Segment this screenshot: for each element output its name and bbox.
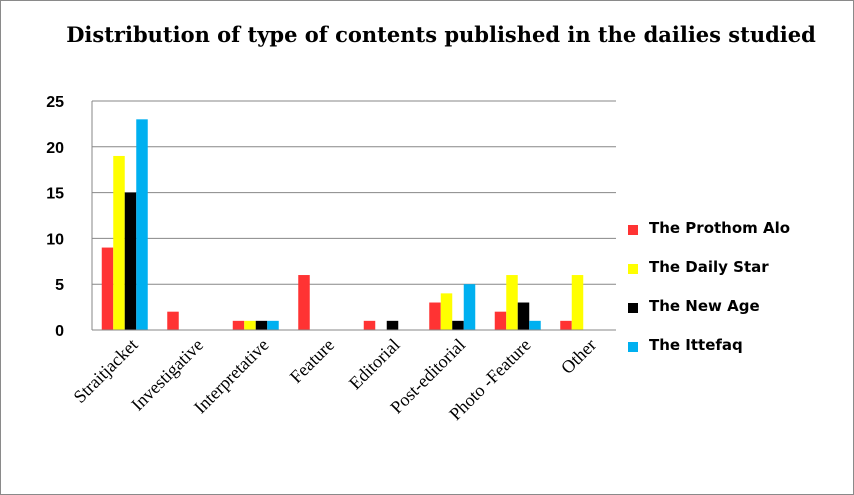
bar: [101, 247, 114, 330]
legend-label: The Prothom Alo: [649, 219, 791, 237]
bar: [244, 320, 256, 330]
axes: [91, 101, 616, 331]
bar: [463, 284, 476, 330]
y-axis-ticks: 0 5 10 15 20 25: [46, 94, 64, 340]
bar: [298, 275, 310, 330]
y-tick-label: 25: [46, 94, 64, 111]
legend-item: The Ittefaq: [628, 329, 852, 368]
bar: [571, 275, 584, 330]
y-tick-label: 0: [55, 323, 64, 340]
bar: [560, 320, 572, 330]
bar: [167, 311, 179, 330]
x-tick-label: Feature: [286, 335, 338, 387]
bar: [529, 320, 541, 330]
bar: [136, 119, 148, 330]
bar: [506, 275, 518, 330]
legend-item: The New Age: [628, 290, 852, 329]
bar: [255, 320, 268, 330]
bar: [386, 320, 399, 330]
chart-title: Distribution of type of contents publish…: [66, 22, 816, 47]
bar: [124, 192, 137, 330]
bar: [113, 155, 125, 330]
legend-item: The Daily Star: [628, 251, 852, 290]
legend-label: The New Age: [649, 297, 760, 315]
y-tick-label: 10: [46, 231, 64, 248]
bar: [267, 320, 279, 330]
bars: [101, 119, 584, 330]
bar: [429, 302, 441, 330]
legend-swatch: [628, 264, 638, 274]
legend-item: The Prothom Alo: [628, 212, 852, 251]
legend-label: The Daily Star: [649, 258, 769, 276]
bar: [452, 320, 464, 330]
gridlines: [92, 100, 616, 285]
legend-swatch: [628, 225, 638, 235]
legend-swatch: [628, 303, 638, 313]
bar: [232, 320, 245, 330]
legend: The Prothom Alo The Daily Star The New Age…: [628, 212, 852, 368]
bar: [440, 293, 453, 330]
y-tick-label: 5: [55, 277, 64, 294]
legend-label: The Ittefaq: [649, 336, 743, 354]
bar: [363, 320, 376, 330]
y-tick-label: 15: [46, 186, 64, 203]
x-tick-label: Editorial: [345, 335, 404, 394]
bar: [494, 311, 507, 330]
bar: [517, 302, 530, 330]
y-tick-label: 20: [46, 140, 64, 157]
legend-swatch: [628, 342, 638, 352]
x-tick-label: Other: [557, 335, 600, 378]
